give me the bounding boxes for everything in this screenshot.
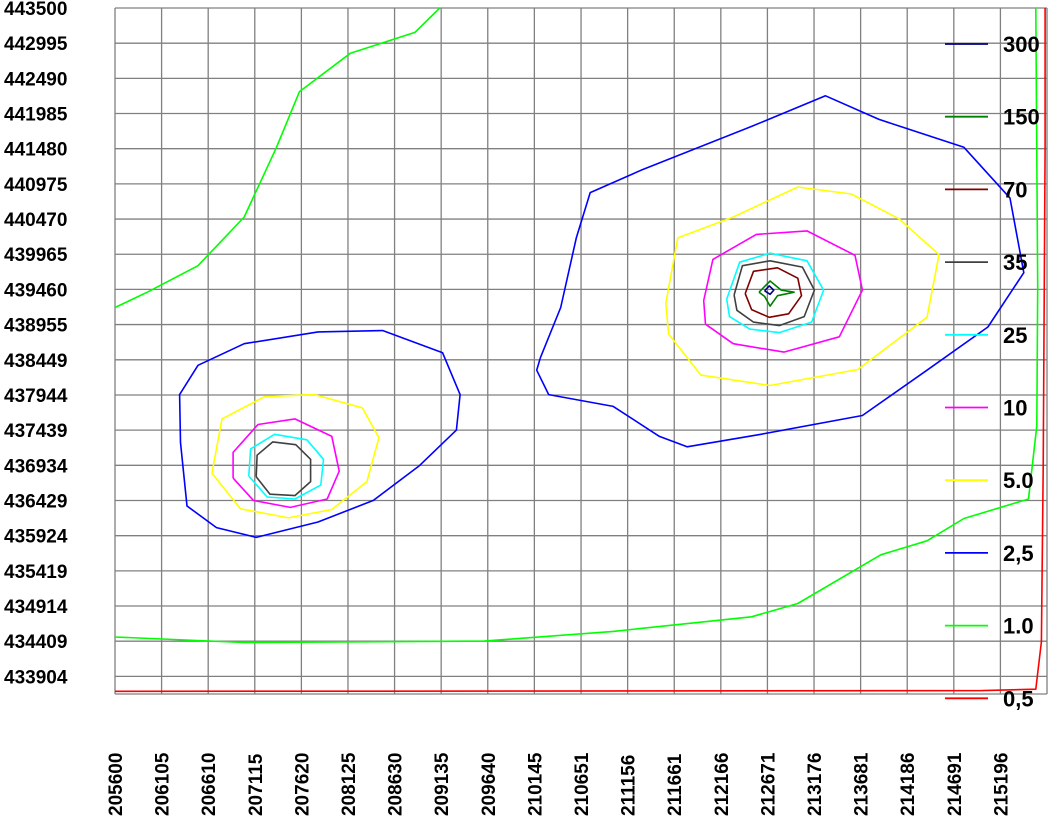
y-tick-label: 436429: [4, 492, 67, 513]
y-tick-label: 441480: [4, 140, 67, 161]
x-tick-label: 212166: [712, 753, 733, 816]
legend-label: 10: [1003, 396, 1027, 421]
contour-line-25: [725, 252, 825, 334]
y-tick-label: 442995: [4, 34, 68, 55]
y-axis-tick-labels: 443500 442995 442490 441985 441480 440975 4404…: [4, 0, 68, 688]
y-tick-label: 443500: [4, 0, 67, 20]
contour-line-2-5: [178, 329, 461, 539]
y-tick-label: 442490: [4, 69, 67, 90]
y-tick-label: 438449: [4, 351, 67, 372]
legend-label: 35: [1003, 250, 1027, 275]
contour-line-70: [744, 267, 803, 319]
legend-label: 150: [1003, 105, 1040, 130]
x-tick-label: 210145: [525, 752, 546, 816]
x-tick-label: 208630: [386, 753, 407, 816]
x-tick-label: 214186: [898, 753, 919, 816]
x-tick-label: 213176: [805, 753, 826, 816]
legend-entry: 1.0: [945, 614, 1034, 639]
legend-entry: 10: [945, 396, 1027, 421]
x-tick-label: 211661: [665, 753, 686, 816]
x-tick-label: 209640: [479, 753, 500, 816]
contour-line-35: [255, 441, 312, 497]
x-tick-label: 208125: [339, 752, 360, 816]
y-tick-label: 435924: [4, 527, 68, 548]
contour-line-1-0: [114, 7, 441, 309]
x-tick-label: 205600: [106, 753, 127, 816]
x-tick-label: 210651: [572, 752, 593, 816]
legend-label: 70: [1003, 177, 1027, 202]
legend-entry: 150: [945, 105, 1040, 130]
x-tick-label: 207620: [292, 753, 313, 816]
y-tick-label: 436934: [4, 456, 68, 477]
contour-line-150: [758, 280, 795, 307]
legend-label: 300: [1003, 32, 1040, 57]
y-tick-label: 435419: [4, 562, 67, 583]
y-tick-label: 441985: [4, 105, 68, 126]
legend-entry: 5.0: [945, 468, 1034, 493]
legend-entry: 2,5: [945, 541, 1034, 566]
x-tick-label: 211156: [619, 755, 640, 816]
grid: [114, 7, 1048, 695]
contour-line-10: [702, 230, 864, 353]
x-tick-label: 207115: [246, 753, 267, 816]
legend: 300 150 70 35 25 10 5.0 2,5 1.0 0,5: [945, 32, 1040, 711]
y-tick-label: 433904: [4, 667, 68, 688]
contour-line-300: [764, 285, 775, 296]
contour-line-25: [248, 433, 325, 500]
y-tick-label: 438955: [4, 316, 68, 337]
x-tick-label: 214691: [945, 752, 966, 816]
x-tick-label: 215196: [991, 753, 1012, 816]
y-tick-label: 434914: [4, 597, 68, 618]
legend-entry: 300: [945, 32, 1040, 57]
y-tick-label: 437944: [4, 386, 68, 407]
legend-label: 25: [1003, 323, 1027, 348]
legend-entry: 25: [945, 323, 1027, 348]
x-tick-label: 206610: [199, 753, 220, 816]
y-tick-label: 434409: [4, 632, 67, 653]
y-tick-label: 439460: [4, 280, 67, 301]
contour-line-5-0: [665, 186, 940, 387]
contour-lines: [114, 7, 1046, 693]
contour-line-1-0: [114, 7, 1039, 644]
contour-line-35: [733, 260, 816, 327]
contour-line-5-0: [211, 393, 380, 519]
legend-entry: 70: [945, 177, 1027, 202]
legend-entry: 35: [945, 250, 1027, 275]
contour-line-0-5: [114, 8, 1046, 693]
y-tick-label: 439965: [4, 245, 68, 266]
contour-line-2-5: [535, 95, 1025, 448]
legend-entry: 0,5: [945, 686, 1034, 711]
x-tick-label: 213681: [852, 752, 873, 816]
legend-label: 0,5: [1003, 686, 1034, 711]
y-tick-label: 440975: [4, 175, 68, 196]
x-tick-label: 212671: [758, 752, 779, 816]
x-tick-label: 206105: [153, 752, 174, 816]
legend-label: 1.0: [1003, 614, 1034, 639]
y-tick-label: 440470: [4, 210, 67, 231]
x-tick-label: 209135: [432, 752, 453, 816]
legend-label: 2,5: [1003, 541, 1034, 566]
x-axis-tick-labels: 205600 206105 206610 207115 207620 208125 2086…: [106, 752, 1012, 816]
y-tick-label: 437439: [4, 421, 67, 442]
contour-line-10: [232, 418, 340, 509]
legend-label: 5.0: [1003, 468, 1034, 493]
